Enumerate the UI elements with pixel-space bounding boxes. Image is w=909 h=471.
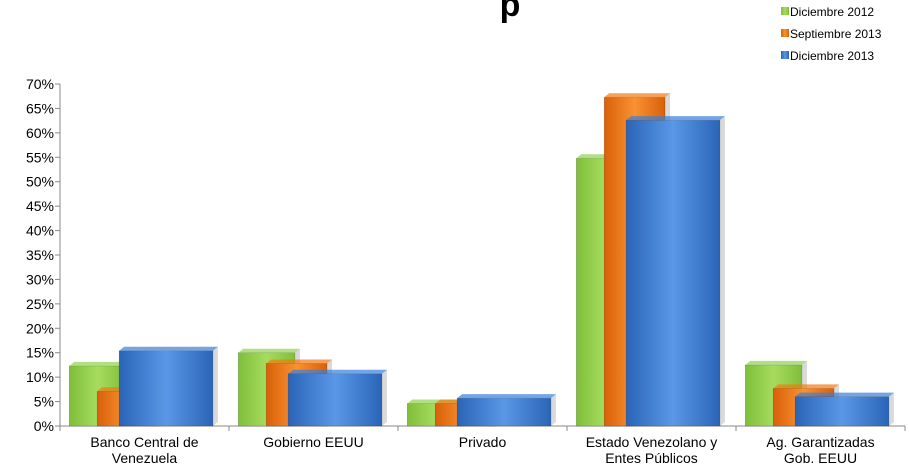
bar-2-3 bbox=[625, 116, 725, 427]
bar-2-1 bbox=[287, 369, 387, 427]
bar-2-2 bbox=[456, 394, 556, 427]
legend-label: Diciembre 2012 bbox=[790, 5, 874, 19]
x-category-label: Gobierno EEUU bbox=[263, 434, 363, 450]
y-tick-label: 55% bbox=[26, 149, 54, 165]
y-tick-label: 10% bbox=[26, 369, 54, 385]
bar-2-4 bbox=[794, 392, 894, 427]
y-tick-label: 40% bbox=[26, 223, 54, 239]
y-tick-label: 35% bbox=[26, 247, 54, 263]
y-tick-label: 45% bbox=[26, 198, 54, 214]
y-tick-label: 5% bbox=[34, 394, 54, 410]
y-tick-label: 25% bbox=[26, 296, 54, 312]
y-tick-label: 70% bbox=[26, 76, 54, 92]
y-tick-label: 15% bbox=[26, 345, 54, 361]
y-tick-label: 20% bbox=[26, 320, 54, 336]
x-category-label: Estado Venezolano y Entes Públicos bbox=[586, 434, 718, 466]
legend-swatch bbox=[781, 29, 789, 37]
y-tick-label: 50% bbox=[26, 174, 54, 190]
legend-label: Diciembre 2013 bbox=[790, 49, 874, 63]
x-category-label: Ag. Garantizadas Gob. EEUU bbox=[766, 434, 874, 466]
y-axis: 0% 5% 10% 15% 20% 25% 30% 35% 40% 45% 50% 55% 60% 65%… bbox=[26, 76, 61, 434]
y-tick-label: 0% bbox=[34, 418, 54, 434]
bars bbox=[68, 93, 894, 427]
chart-title: p bbox=[500, 0, 521, 24]
x-category-label: Banco Central de Venezuela bbox=[90, 434, 198, 466]
legend-swatch bbox=[781, 51, 789, 59]
legend: Diciembre 2012 Septiembre 2013 Diciembre 2… bbox=[781, 5, 882, 63]
x-axis: Banco Central de Venezuela Gobierno EEUU Pr… bbox=[59, 425, 906, 466]
y-tick-label: 60% bbox=[26, 125, 54, 141]
y-tick-label: 30% bbox=[26, 271, 54, 287]
y-tick-label: 65% bbox=[26, 100, 54, 116]
bar-2-0 bbox=[118, 346, 218, 427]
x-category-label: Privado bbox=[459, 434, 507, 450]
legend-swatch bbox=[781, 7, 789, 15]
legend-label: Septiembre 2013 bbox=[790, 27, 882, 41]
